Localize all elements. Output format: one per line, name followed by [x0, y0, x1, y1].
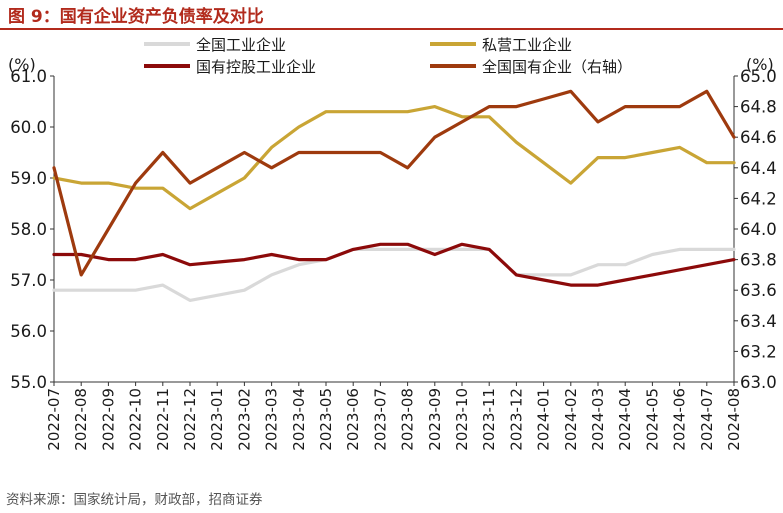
- source-note: 资料来源：国家统计局，财政部，招商证券: [6, 492, 263, 508]
- x-tick-label: 2023-06: [344, 388, 362, 451]
- x-tick-label: 2023-08: [399, 388, 417, 451]
- x-tick-label: 2024-08: [725, 388, 743, 451]
- y-right-tick-label: 63.2: [740, 342, 777, 361]
- y-right-tick-label: 65.0: [740, 67, 777, 86]
- x-tick-label: 2024-02: [562, 388, 580, 451]
- y-right-tick-label: 63.4: [740, 312, 777, 331]
- x-tick-label: 2022-08: [72, 388, 90, 451]
- legend-label-4: 全国国有企业（右轴）: [482, 58, 632, 76]
- y-left-unit-label: (%): [8, 55, 36, 74]
- y-right-tick-label: 63.6: [740, 281, 777, 300]
- x-tick-label: 2024-05: [643, 388, 661, 451]
- x-tick-label: 2024-04: [616, 388, 634, 451]
- series-line-2: [52, 104, 736, 211]
- x-tick-label: 2023-02: [235, 388, 253, 451]
- x-tick-label: 2022-10: [127, 388, 145, 451]
- y-right-tick-label: 64.8: [740, 98, 777, 117]
- series-line-4: [52, 89, 736, 277]
- y-left-tick-label: 61.0: [10, 67, 47, 86]
- x-tick-label: 2022-07: [45, 388, 63, 451]
- x-tick-label: 2024-01: [535, 388, 553, 451]
- y-right-unit-label: (%): [746, 55, 774, 74]
- series-line-3: [52, 242, 736, 287]
- legend-label-1: 全国工业企业: [196, 36, 286, 54]
- x-tick-label: 2023-04: [290, 388, 308, 451]
- y-left-tick-label: 58.0: [10, 220, 47, 239]
- y-right-tick-label: 64.4: [740, 159, 777, 178]
- x-tick-label: 2022-09: [99, 388, 117, 451]
- x-tick-label: 2023-12: [507, 388, 525, 451]
- y-right-tick-label: 63.0: [740, 373, 777, 392]
- y-right-tick-label: 63.8: [740, 251, 777, 270]
- x-tick-label: 2024-07: [698, 388, 716, 451]
- y-right-tick-label: 64.6: [740, 128, 777, 147]
- x-tick-label: 2022-12: [181, 388, 199, 451]
- x-tick-label: 2024-03: [589, 388, 607, 451]
- legend-label-2: 私营工业企业: [482, 36, 572, 54]
- x-tick-label: 2023-10: [453, 388, 471, 451]
- y-right-tick-label: 64.0: [740, 220, 777, 239]
- y-left-tick-label: 57.0: [10, 271, 47, 290]
- legend-label-3: 国有控股工业企业: [196, 58, 316, 76]
- x-tick-label: 2022-11: [154, 388, 172, 451]
- figure-title: 图 9：国有企业资产负债率及对比: [8, 7, 264, 27]
- y-right-tick-label: 64.2: [740, 189, 777, 208]
- x-tick-label: 2024-06: [671, 388, 689, 451]
- x-tick-label: 2023-07: [371, 388, 389, 451]
- x-tick-label: 2023-05: [317, 388, 335, 451]
- x-tick-label: 2023-01: [208, 388, 226, 451]
- x-tick-label: 2023-03: [263, 388, 281, 451]
- x-tick-label: 2023-11: [480, 388, 498, 451]
- x-tick-label: 2023-09: [426, 388, 444, 451]
- series-line-1: [52, 247, 736, 302]
- y-left-tick-label: 56.0: [10, 322, 47, 341]
- y-left-tick-label: 55.0: [10, 373, 47, 392]
- y-left-tick-label: 59.0: [10, 169, 47, 188]
- y-left-tick-label: 60.0: [10, 118, 47, 137]
- title-divider: [0, 28, 783, 30]
